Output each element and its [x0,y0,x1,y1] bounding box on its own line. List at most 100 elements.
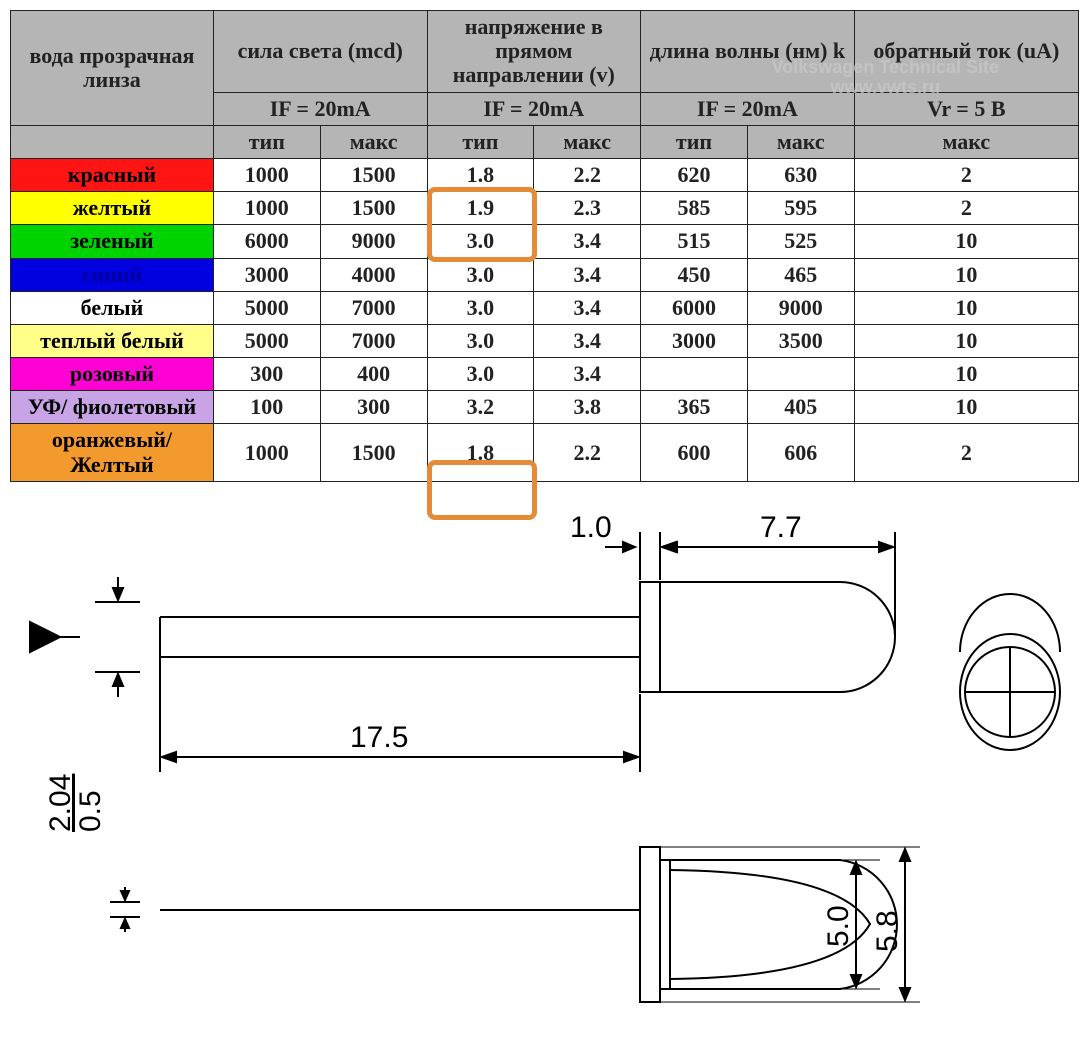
cell: 1500 [320,424,427,481]
row-label: теплый белый [11,324,214,357]
cell: 10 [854,324,1078,357]
cell: 3.4 [534,358,641,391]
th-if-a: IF = 20mA [213,92,427,125]
cell [747,358,854,391]
cell: 3.0 [427,258,534,291]
cell: 365 [641,391,748,424]
cell: 2.2 [534,424,641,481]
th-typ-1: тип [213,125,320,158]
th-intensity: сила света (mcd) [213,11,427,93]
cell: 10 [854,225,1078,258]
th-max-2: макс [534,125,641,158]
cell: 4000 [320,258,427,291]
cell: 2.2 [534,158,641,191]
cell: 3.4 [534,324,641,357]
cell: 9000 [320,225,427,258]
th-wavelength: длина волны (нм) k [641,11,855,93]
row-label: УФ/ фиолетовый [11,391,214,424]
table-row: белый500070003.03.46000900010 [11,291,1079,324]
cell: 465 [747,258,854,291]
cell: 400 [320,358,427,391]
cell: 3.4 [534,225,641,258]
row-label: желтый [11,192,214,225]
cell: 3.4 [534,258,641,291]
row-label: белый [11,291,214,324]
cell: 3500 [747,324,854,357]
led-dimension-diagram: 1.0 7.7 17.5 [10,502,1079,1022]
cell: 1.8 [427,424,534,481]
cell: 100 [213,391,320,424]
cell: 606 [747,424,854,481]
cell: 2.3 [534,192,641,225]
dim-body-d: 5.0 [822,905,855,947]
cell: 450 [641,258,748,291]
table-row: красный100015001.82.26206302 [11,158,1079,191]
cell: 300 [213,358,320,391]
table-row: желтый100015001.92.35855952 [11,192,1079,225]
dim-spacing-num: 2.04 [44,773,77,831]
th-max-1: макс [320,125,427,158]
th-lens: вода прозрачная линза [11,11,214,126]
th-if-b: IF = 20mA [427,92,641,125]
row-label: оранжевый/ Желтый [11,424,214,481]
dim-spacing-den: 0.5 [74,790,107,832]
table-row: розовый3004003.03.4 10 [11,358,1079,391]
cell: 3.8 [534,391,641,424]
cell: 10 [854,391,1078,424]
cell: 3000 [213,258,320,291]
table-row: теплый белый500070003.03.43000350010 [11,324,1079,357]
row-label: зеленый [11,225,214,258]
cell: 3000 [641,324,748,357]
cell: 7000 [320,291,427,324]
cell: 3.0 [427,358,534,391]
cell: 10 [854,291,1078,324]
cell: 6000 [641,291,748,324]
cell: 10 [854,358,1078,391]
th-max-4: макс [854,125,1078,158]
cell: 6000 [213,225,320,258]
cell: 5000 [213,324,320,357]
table-row: зеленый600090003.03.451552510 [11,225,1079,258]
th-typ-2: тип [427,125,534,158]
cell: 300 [320,391,427,424]
cell: 5000 [213,291,320,324]
table-row: оранжевый/ Желтый100015001.82.26006062 [11,424,1079,481]
th-vf: напряжение в прямом направлении (v) [427,11,641,93]
table-row: УФ/ фиолетовый1003003.23.836540510 [11,391,1079,424]
cell: 525 [747,225,854,258]
cell: 1500 [320,158,427,191]
th-if-c: IF = 20mA [641,92,855,125]
cell: 1.8 [427,158,534,191]
cell: 600 [641,424,748,481]
cell: 620 [641,158,748,191]
cell: 9000 [747,291,854,324]
th-vr: Vr = 5 В [854,92,1078,125]
table-row: синий300040003.03.445046510 [11,258,1079,291]
cell [641,358,748,391]
cell: 1000 [213,158,320,191]
dim-flange-d: 5.8 [871,910,904,952]
cell: 10 [854,258,1078,291]
dim-lead-top: 1.0 [570,511,612,544]
led-spec-table-container: Volkswagen Technical Site www.vwts.ru во… [10,10,1079,482]
cell: 1.9 [427,192,534,225]
cell: 3.4 [534,291,641,324]
cell: 1000 [213,424,320,481]
cell: 3.0 [427,291,534,324]
cell: 2 [854,424,1078,481]
cell: 585 [641,192,748,225]
cell: 3.2 [427,391,534,424]
led-spec-table: вода прозрачная линза сила света (mcd) н… [10,10,1079,482]
cell: 3.0 [427,225,534,258]
cell: 1000 [213,192,320,225]
th-max-3: макс [747,125,854,158]
cell: 515 [641,225,748,258]
cell: 595 [747,192,854,225]
dim-cap-w: 7.7 [760,511,802,544]
th-typ-3: тип [641,125,748,158]
cell: 2 [854,192,1078,225]
row-label: розовый [11,358,214,391]
cell: 2 [854,158,1078,191]
dim-lead-len: 17.5 [350,721,408,754]
row-label: красный [11,158,214,191]
